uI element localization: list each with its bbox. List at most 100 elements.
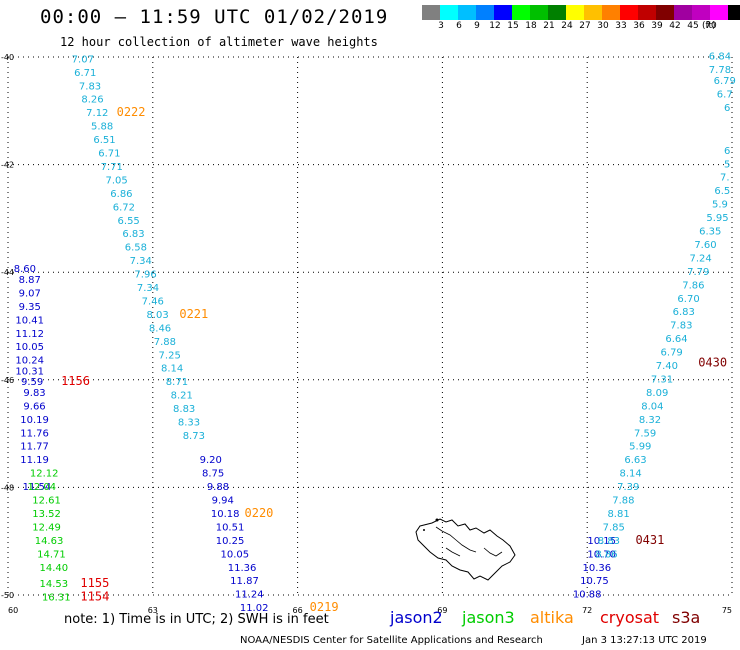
- swh-value-label: 14.71: [37, 549, 66, 560]
- swh-value-label: 8.83: [173, 404, 195, 415]
- legend-item-jason3: jason3: [462, 608, 515, 627]
- lat-tick-label: -48: [1, 483, 14, 492]
- swh-value-label: 7.12: [86, 108, 108, 119]
- swh-value-label: 6.71: [74, 68, 96, 79]
- swh-value-label: 10.25: [216, 536, 245, 547]
- swh-value-label: 8.04: [641, 401, 663, 412]
- swh-value-label: 6.70: [677, 294, 699, 305]
- swh-value-label: 8.26: [81, 95, 103, 106]
- islet-marker: [423, 529, 425, 531]
- swh-value-label: 6.79: [661, 348, 683, 359]
- swh-value-label: 6.51: [93, 135, 115, 146]
- lon-tick-label: 72: [582, 606, 592, 615]
- swh-value-label: 6.83: [673, 307, 695, 318]
- swh-value-label: 7.88: [612, 496, 634, 507]
- swh-value-label: 12.12: [30, 469, 59, 480]
- swh-value-label: 6.86: [110, 189, 132, 200]
- pass-time-label: 0431: [635, 533, 664, 547]
- color-scale-label: 30: [597, 21, 609, 31]
- lat-tick-label: -42: [1, 161, 14, 170]
- color-scale-label: 12: [489, 21, 501, 31]
- swh-value-label: 6.64: [665, 334, 687, 345]
- swh-value-label: 7.39: [617, 482, 639, 493]
- swh-value-label: 6.58: [125, 243, 147, 254]
- swh-value-label: 8.86: [595, 549, 617, 560]
- swh-value-label: 5: [724, 159, 730, 170]
- color-scale-label: 27: [579, 21, 591, 31]
- pass-time-label: 1154: [80, 589, 109, 603]
- swh-value-label: 11.76: [20, 428, 49, 439]
- swh-value-label: 10.75: [580, 576, 609, 587]
- swh-value-label: 10.70: [587, 549, 616, 560]
- swh-value-label: 11.87: [230, 576, 259, 587]
- color-scale-label: 9: [474, 21, 480, 31]
- color-swatch-12: [638, 5, 656, 20]
- footer-note: note: 1) Time is in UTC; 2) SWH is in fe…: [64, 612, 329, 627]
- swh-value-label: 8.75: [202, 469, 224, 480]
- swh-value-label: 8.14: [161, 364, 183, 375]
- swh-value-label: 6.71: [98, 149, 120, 160]
- credit-line: NOAA/NESDIS Center for Satellite Applica…: [240, 635, 543, 646]
- pass-time-label: 1155: [80, 576, 109, 590]
- swh-value-label: 6: [724, 103, 730, 114]
- page-subtitle: 12 hour collection of altimeter wave hei…: [60, 35, 378, 49]
- swh-value-label: 6.55: [118, 216, 140, 227]
- pass-time-label: 0219: [310, 600, 339, 614]
- swh-value-label: 7.05: [105, 175, 127, 186]
- swh-value-label: 8.83: [598, 536, 620, 547]
- swh-value-label: 8.33: [178, 418, 200, 429]
- swh-value-label: 6.79: [714, 76, 736, 87]
- pass-time-label: 0221: [179, 307, 208, 321]
- swh-value-label: 11.02: [240, 603, 269, 614]
- color-scale-label: 33: [615, 21, 627, 31]
- color-scale-label: 39: [651, 21, 663, 31]
- swh-value-label: 6.7: [717, 89, 733, 100]
- swh-value-label: 10.18: [211, 509, 240, 520]
- swh-value-label: 8.09: [646, 388, 668, 399]
- swh-value-label: 6: [724, 146, 730, 157]
- swh-value-label: 8.87: [19, 275, 41, 286]
- swh-value-label: 11.77: [20, 442, 49, 453]
- swh-value-label: 8.32: [639, 415, 661, 426]
- color-swatch-0: [422, 5, 440, 20]
- swh-value-label: 10.41: [15, 315, 44, 326]
- swh-value-label: 9.59: [21, 377, 43, 388]
- lat-tick-label: -46: [1, 376, 14, 385]
- swh-value-label: 7.60: [694, 240, 716, 251]
- pass-time-label: 0430: [698, 355, 727, 369]
- swh-value-label: 10.05: [221, 549, 250, 560]
- swh-value-label: 14.53: [40, 579, 69, 590]
- legend-item-s3a: s3a: [672, 608, 701, 627]
- pass-time-label: 1156: [61, 374, 90, 388]
- color-scale-label: 36: [633, 21, 645, 31]
- swh-value-label: 7.83: [79, 81, 101, 92]
- island-outline: [415, 518, 516, 581]
- swh-value-label: 7.71: [101, 162, 123, 173]
- swh-value-label: 10.19: [20, 415, 49, 426]
- swh-value-label: 10.05: [15, 342, 44, 353]
- swh-value-label: 6.72: [113, 202, 135, 213]
- color-swatch-14: [674, 5, 692, 20]
- swh-value-label: 7.40: [656, 361, 678, 372]
- swh-value-label: 7.34: [137, 283, 159, 294]
- lat-tick-label: -44: [1, 268, 14, 277]
- swh-value-label: 10.51: [216, 522, 245, 533]
- color-swatch-16: [710, 5, 728, 20]
- swh-value-label: 7.79: [687, 267, 709, 278]
- color-swatch-3: [476, 5, 494, 20]
- lon-tick-label: 60: [8, 606, 18, 615]
- swh-value-label: 8.73: [183, 431, 205, 442]
- swh-value-label: 9.35: [19, 302, 41, 313]
- swh-value-label: 10.88: [573, 590, 602, 601]
- color-scale-label: 18: [525, 21, 537, 31]
- lon-tick-label: 63: [148, 606, 158, 615]
- swh-value-label: 6.83: [122, 229, 144, 240]
- color-swatch-2: [458, 5, 476, 20]
- color-swatch-5: [512, 5, 530, 20]
- swh-value-label: 8.14: [620, 469, 642, 480]
- swh-value-label: 7.86: [682, 280, 704, 291]
- color-swatch-11: [620, 5, 638, 20]
- color-swatch-8: [566, 5, 584, 20]
